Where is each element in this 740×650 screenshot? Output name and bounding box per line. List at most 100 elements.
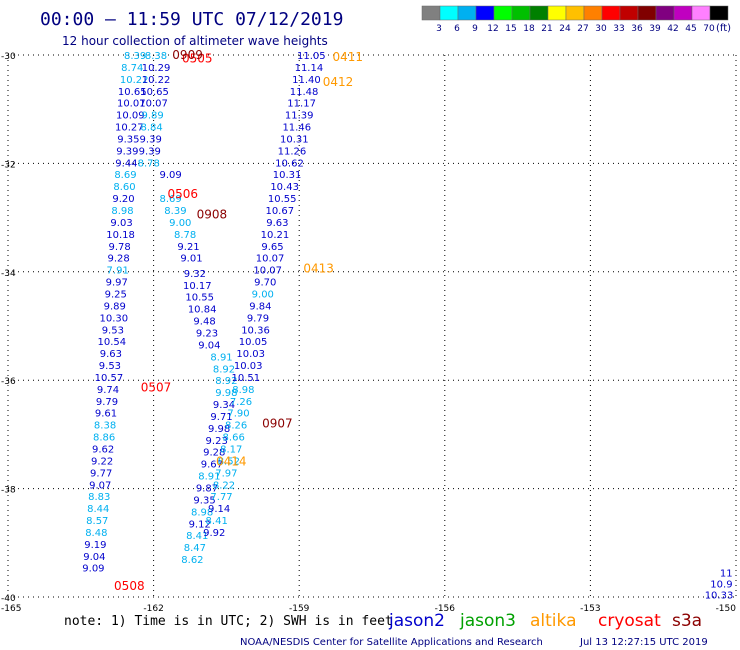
wave-height-value: 8.17 bbox=[220, 444, 242, 455]
wave-height-value: 8.39 bbox=[164, 206, 186, 217]
wave-height-value: 10.22 bbox=[142, 75, 171, 86]
lat-tick-label: -40 bbox=[1, 594, 16, 604]
lat-tick-label: -32 bbox=[1, 160, 16, 170]
colorbar-label: 45 bbox=[685, 24, 696, 34]
colorbar-swatch bbox=[601, 5, 621, 21]
wave-height-value: 10.62 bbox=[275, 158, 304, 169]
axis-tick-labels: -30 -32 -34 -36 -38 -40-165 -162 -159 -156 -153 -1… bbox=[1, 52, 736, 614]
wave-height-value: 11.17 bbox=[287, 99, 316, 110]
wave-height-value: 9.87 bbox=[196, 484, 218, 495]
satellite-jason2: jason2 bbox=[388, 611, 445, 631]
wave-height-value: 7.77 bbox=[210, 492, 232, 503]
colorbar-swatch bbox=[583, 5, 603, 21]
wave-height-value: 9.00 bbox=[252, 289, 274, 300]
wave-height-value: 10.05 bbox=[239, 337, 268, 348]
wave-height-value: 10.55 bbox=[268, 194, 297, 205]
wave-height-value: 9.39 bbox=[140, 134, 162, 145]
wave-height-value: 10.29 bbox=[142, 63, 171, 74]
colorbar-label: 36 bbox=[631, 24, 643, 34]
wave-height-value: 9.01 bbox=[180, 254, 202, 265]
colorbar-label: 30 bbox=[595, 24, 607, 34]
wave-height-value: 11 bbox=[720, 569, 733, 580]
wave-height-value: 9.28 bbox=[203, 448, 225, 459]
wave-height-value: 9.25 bbox=[105, 289, 127, 300]
map-subtitle: 12 hour collection of altimeter wave hei… bbox=[62, 34, 328, 48]
colorbar-swatch bbox=[493, 5, 513, 21]
wave-height-value: 8.38 bbox=[94, 421, 116, 432]
lat-lon-grid bbox=[7, 54, 737, 598]
wave-height-value: 9.70 bbox=[254, 278, 276, 289]
wave-height-value: 9.39 bbox=[139, 146, 161, 157]
colorbar-swatch bbox=[439, 5, 459, 21]
wave-height-value: 8.98 bbox=[111, 206, 133, 217]
colorbar-swatch bbox=[619, 5, 639, 21]
wave-height-value: 8.62 bbox=[181, 555, 203, 566]
satellite-altika: altika bbox=[530, 611, 577, 631]
wave-height-value: 10.84 bbox=[188, 305, 217, 316]
colorbar-label: 21 bbox=[541, 24, 552, 34]
lon-tick-label: -162 bbox=[143, 604, 163, 614]
wave-height-value: 7.97 bbox=[215, 468, 237, 479]
wave-height-value: 9.22 bbox=[91, 456, 113, 467]
colorbar-swatch bbox=[457, 5, 477, 21]
colorbar-label: 18 bbox=[523, 24, 535, 34]
colorbar-label: 6 bbox=[454, 24, 460, 34]
wave-height-value: 10.43 bbox=[270, 182, 299, 193]
wave-height-value: 9.23 bbox=[196, 329, 218, 340]
wave-height-value: 9.67 bbox=[201, 460, 223, 471]
lon-tick-label: -159 bbox=[289, 604, 310, 614]
colorbar-swatch bbox=[691, 5, 711, 21]
lon-tick-label: -165 bbox=[1, 604, 21, 614]
pass-time-label: 0908 bbox=[197, 207, 228, 221]
time-labels: 0411 0412 0413 0414 0505 0506 0507 0508 0908 0907… bbox=[114, 48, 363, 593]
pass-time-label: 0506 bbox=[167, 187, 198, 201]
pass-time-label: 0505 bbox=[182, 52, 213, 66]
wave-height-value: 8.78 bbox=[174, 230, 196, 241]
wave-height-value: 11.05 bbox=[297, 51, 326, 62]
wave-height-value: 8.41 bbox=[206, 516, 228, 527]
wave-height-value: 9.53 bbox=[99, 361, 121, 372]
colorbar-label: 24 bbox=[559, 24, 571, 34]
wave-height-value: 8.41 bbox=[186, 531, 208, 542]
wave-height-value: 9.21 bbox=[177, 242, 199, 253]
wave-height-value: 10.31 bbox=[280, 134, 309, 145]
wave-height-value: 10.67 bbox=[265, 206, 294, 217]
wave-height-value: 8.38 bbox=[145, 51, 167, 62]
wave-height-value: 9.44 bbox=[115, 158, 137, 169]
colorbar-label: 33 bbox=[613, 24, 624, 34]
wave-height-value: 8.69 bbox=[114, 170, 136, 181]
wave-height-value: 10.18 bbox=[106, 230, 135, 241]
wave-height-value: 9.39 bbox=[116, 146, 138, 157]
wave-height-value: 9.79 bbox=[247, 313, 269, 324]
colorbar-label: 39 bbox=[649, 24, 661, 34]
wave-height-value: 11.26 bbox=[278, 146, 307, 157]
pass-time-label: 0414 bbox=[216, 454, 247, 468]
wave-height-value: 8.74 bbox=[121, 63, 143, 74]
wave-height-value: 8.39 bbox=[124, 51, 146, 62]
wave-height-value: 10.31 bbox=[273, 170, 302, 181]
wave-height-value: 9.63 bbox=[100, 349, 122, 360]
wave-height-value: 9.32 bbox=[184, 269, 206, 280]
wave-height-value: 8.48 bbox=[85, 528, 107, 539]
satellite-s3a: s3a bbox=[672, 611, 702, 631]
lat-tick-label: -34 bbox=[1, 269, 16, 279]
wave-height-value: 7.90 bbox=[227, 409, 249, 420]
lon-tick-label: -156 bbox=[435, 604, 456, 614]
wave-height-value: 10.03 bbox=[234, 361, 263, 372]
wave-height-value: 9.89 bbox=[104, 301, 126, 312]
wave-height-value: 9.53 bbox=[102, 325, 124, 336]
satellite-legend: jason2 jason3 altika cryosat s3a bbox=[388, 611, 702, 631]
wave-height-value: 10.55 bbox=[185, 293, 214, 304]
wave-height-value: 8.91 bbox=[210, 352, 232, 363]
colorbar-swatch bbox=[547, 5, 567, 21]
colorbar-label: 42 bbox=[667, 24, 678, 34]
wave-height-value: 9.20 bbox=[112, 194, 134, 205]
footer-note: note: 1) Time is in UTC; 2) SWH is in fe… bbox=[64, 614, 393, 629]
wave-height-value: 10.07 bbox=[253, 266, 282, 277]
wave-height-value: 10.22 bbox=[120, 75, 149, 86]
wave-height-value: 9.09 bbox=[159, 170, 181, 181]
pass-time-label: 0907 bbox=[262, 416, 293, 430]
wave-height-value: 8.98 bbox=[191, 507, 213, 518]
wave-height-value: 8.98 bbox=[232, 385, 254, 396]
